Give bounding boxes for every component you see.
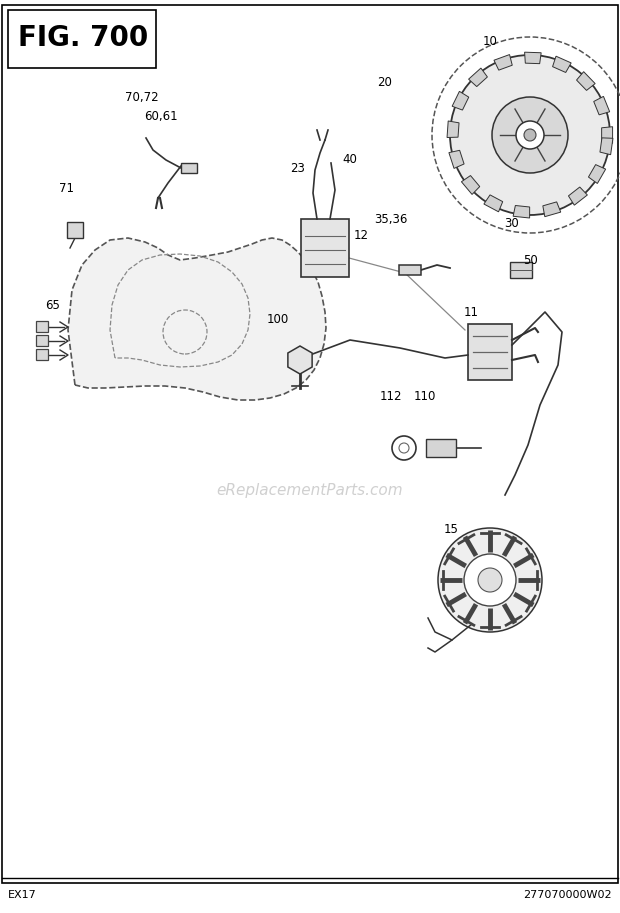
Bar: [426, 439, 456, 457]
Bar: [468, 324, 512, 380]
Circle shape: [516, 121, 544, 149]
Circle shape: [492, 97, 568, 173]
Text: 100: 100: [267, 313, 289, 326]
Polygon shape: [552, 57, 571, 72]
Polygon shape: [588, 164, 606, 184]
Text: eReplacementParts.com: eReplacementParts.com: [216, 482, 404, 498]
Text: 11: 11: [464, 306, 479, 319]
Polygon shape: [67, 222, 83, 238]
Polygon shape: [288, 346, 312, 374]
Text: 65: 65: [45, 299, 60, 312]
Polygon shape: [447, 121, 459, 138]
Polygon shape: [461, 175, 480, 194]
Text: 15: 15: [444, 523, 459, 536]
Bar: [36, 321, 48, 332]
Bar: [8, 10, 156, 68]
Polygon shape: [68, 238, 326, 400]
Bar: [36, 349, 48, 360]
Bar: [181, 163, 197, 173]
Text: 23: 23: [290, 163, 305, 175]
Polygon shape: [494, 55, 512, 70]
Polygon shape: [594, 97, 609, 115]
Polygon shape: [525, 52, 541, 64]
Polygon shape: [600, 138, 613, 154]
Text: 50: 50: [523, 254, 538, 267]
Polygon shape: [449, 151, 464, 168]
Text: 110: 110: [414, 390, 436, 403]
Text: 10: 10: [482, 35, 497, 47]
Polygon shape: [543, 202, 560, 216]
Text: 30: 30: [504, 217, 519, 230]
Text: 35,36: 35,36: [374, 213, 407, 226]
Polygon shape: [452, 91, 469, 110]
Polygon shape: [569, 187, 587, 205]
Polygon shape: [577, 72, 595, 90]
Bar: [510, 262, 532, 278]
Polygon shape: [469, 68, 487, 87]
Bar: [36, 335, 48, 346]
Text: 40: 40: [343, 153, 358, 166]
Polygon shape: [601, 127, 613, 143]
Text: 277070000W02: 277070000W02: [523, 890, 612, 900]
Circle shape: [438, 528, 542, 632]
Text: 60,61: 60,61: [144, 110, 178, 123]
Polygon shape: [513, 205, 529, 218]
Circle shape: [450, 55, 610, 215]
Text: 20: 20: [377, 76, 392, 89]
Circle shape: [524, 129, 536, 141]
Text: 112: 112: [379, 390, 402, 403]
Circle shape: [478, 568, 502, 592]
Bar: [301, 219, 349, 277]
Text: 12: 12: [353, 229, 368, 242]
Text: FIG. 700: FIG. 700: [18, 24, 148, 52]
Text: 70,72: 70,72: [125, 91, 158, 104]
Bar: [399, 265, 421, 275]
Polygon shape: [484, 194, 503, 212]
Text: EX17: EX17: [8, 890, 37, 900]
Text: 71: 71: [60, 183, 74, 195]
Circle shape: [464, 554, 516, 606]
